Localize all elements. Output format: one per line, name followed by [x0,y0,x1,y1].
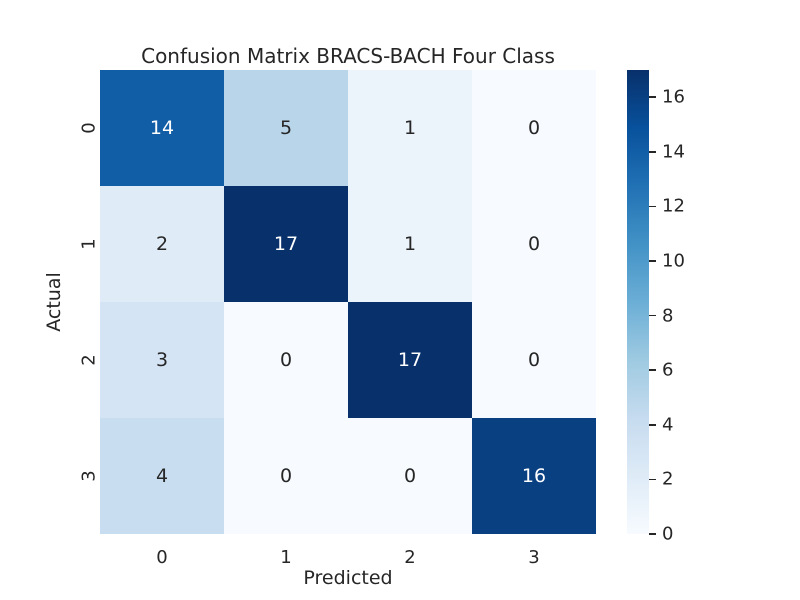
heatmap-cell-r1c1: 17 [224,186,348,302]
cell-annotation: 1 [403,117,417,139]
heatmap-cell-r2c2: 17 [348,302,472,418]
cell-annotation: 2 [155,233,169,255]
cell-annotation: 3 [155,349,169,371]
cell-annotation: 14 [149,117,175,139]
heatmap-cell-r0c0: 14 [100,70,224,186]
x-axis-label: Predicted [303,567,393,589]
cell-annotation: 0 [403,465,417,487]
colorbar-tick-label: 8 [662,305,674,327]
colorbar-tick-label: 2 [662,468,674,490]
cell-annotation: 0 [527,233,541,255]
colorbar-tick-mark [649,151,656,153]
y-tick-label: 0 [78,122,100,134]
heatmap-cell-r0c3: 0 [472,70,596,186]
cell-annotation: 17 [397,349,423,371]
cell-annotation: 1 [403,233,417,255]
colorbar-tick-label: 6 [662,359,674,381]
colorbar-tick-mark [649,533,656,535]
colorbar [627,70,649,534]
cell-annotation: 0 [527,349,541,371]
cell-annotation: 4 [155,465,169,487]
heatmap-cell-r3c3: 16 [472,418,596,534]
heatmap-cell-r3c2: 0 [348,418,472,534]
heatmap-cell-r3c0: 4 [100,418,224,534]
colorbar-tick-label: 4 [662,414,674,436]
heatmap-cell-r0c1: 5 [224,70,348,186]
heatmap-cell-r2c1: 0 [224,302,348,418]
colorbar-tick-mark [649,369,656,372]
x-tick-label: 2 [404,547,416,568]
colorbar-tick-mark [649,314,656,317]
colorbar-tick-label: 16 [662,86,685,108]
colorbar-tick-mark [649,96,656,99]
heatmap-cell-r3c1: 0 [224,418,348,534]
cell-annotation: 0 [279,349,293,371]
heatmap-grid: 14 5 1 0 2 17 1 0 3 0 17 0 4 0 0 16 [100,70,596,534]
x-tick-label: 0 [156,547,168,568]
colorbar-tick-label: 0 [662,523,674,545]
heatmap-cell-r1c2: 1 [348,186,472,302]
colorbar-tick-label: 14 [662,141,685,163]
y-tick-label: 2 [78,354,100,366]
chart-title: Confusion Matrix BRACS-BACH Four Class [141,44,555,68]
cell-annotation: 5 [279,117,293,139]
heatmap-cell-r1c3: 0 [472,186,596,302]
heatmap-cell-r2c3: 0 [472,302,596,418]
heatmap-cell-r1c0: 2 [100,186,224,302]
heatmap-cell-r2c0: 3 [100,302,224,418]
colorbar-tick-label: 12 [662,195,685,217]
colorbar-tick-mark [649,478,656,481]
y-tick-label: 1 [78,238,100,250]
y-axis-label: Actual [43,272,65,332]
x-tick-label: 1 [280,547,292,568]
cell-annotation: 0 [527,117,541,139]
y-tick-label: 3 [78,470,100,482]
colorbar-tick-label: 10 [662,250,685,272]
x-tick-label: 3 [528,547,540,568]
colorbar-tick-mark [649,260,656,262]
cell-annotation: 16 [521,465,547,487]
cell-annotation: 17 [273,233,299,255]
colorbar-tick-mark [649,205,656,208]
colorbar-tick-mark [649,424,656,426]
heatmap-cell-r0c2: 1 [348,70,472,186]
cell-annotation: 0 [279,465,293,487]
